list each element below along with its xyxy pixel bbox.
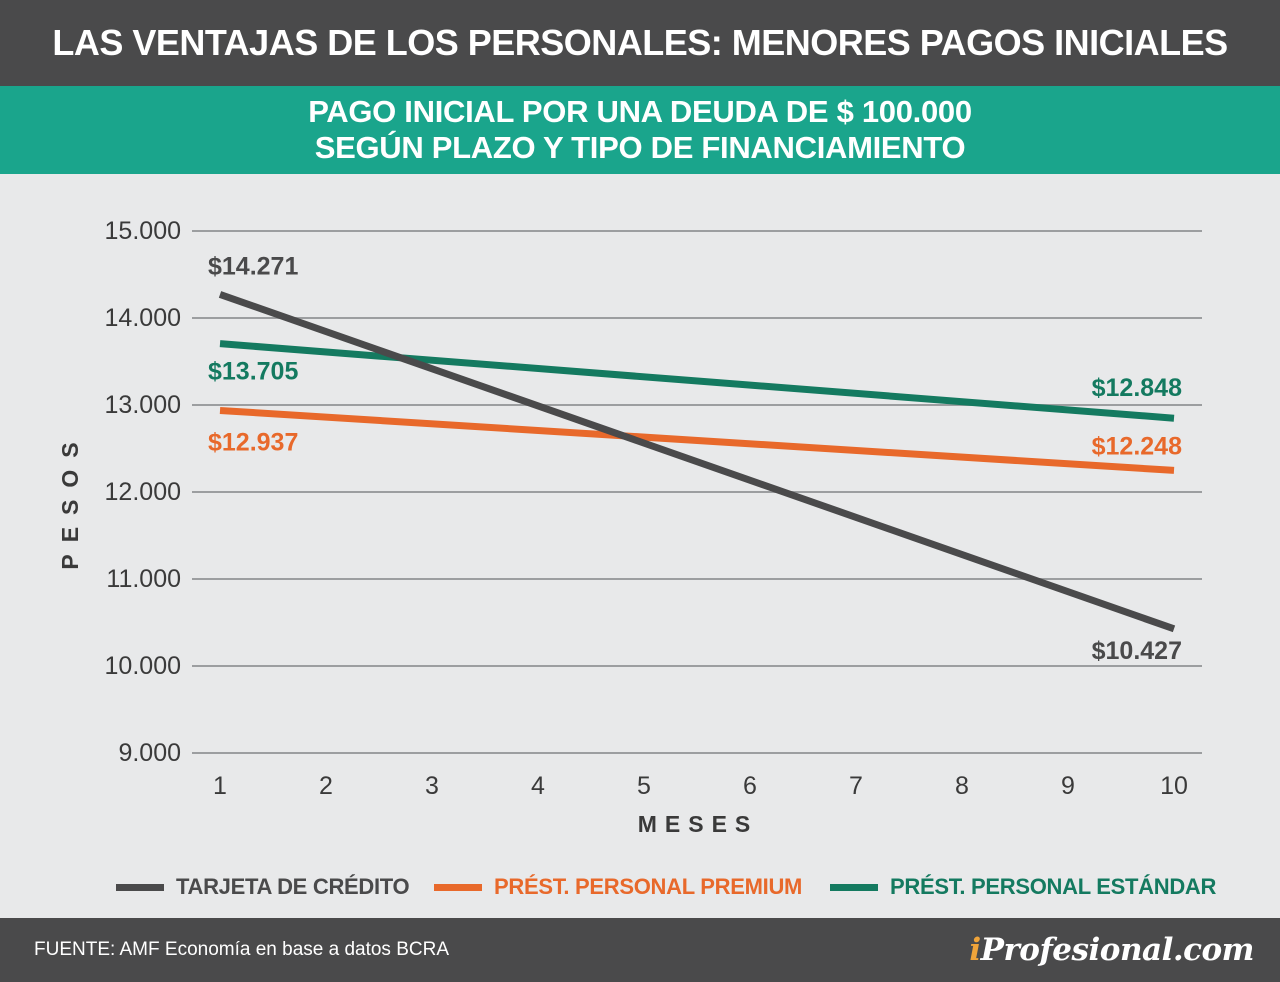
y-tick-label: 13.000 [105, 391, 181, 419]
data-label-tarjeta: $14.271 [208, 252, 298, 280]
chart-subtitle: PAGO INICIAL POR UNA DEUDA DE $ 100.000 … [0, 86, 1280, 174]
legend-swatch-estandar [830, 883, 878, 891]
x-tick-label: 8 [955, 772, 969, 800]
legend-label-premium: PRÉST. PERSONAL PREMIUM [494, 874, 803, 899]
x-tick-label: 9 [1061, 772, 1075, 800]
chart-subtitle-line2: SEGÚN PLAZO Y TIPO DE FINANCIAMIENTO [314, 130, 966, 165]
footer: FUENTE: AMF Economía en base a datos BCR… [0, 918, 1280, 982]
data-label-estandar: $13.705 [208, 358, 298, 386]
x-axis-title: MESES [638, 811, 759, 837]
line-chart: 9.000 10.000 11.000 12.000 13.000 14.000 15.00… [57, 217, 1202, 837]
legend-label-estandar: PRÉST. PERSONAL ESTÁNDAR [890, 874, 1217, 899]
x-tick-label: 1 [213, 772, 227, 800]
data-label-tarjeta: $10.427 [1092, 637, 1182, 665]
logo-text: Profesional.com [980, 932, 1255, 968]
series-line-estandar [219, 340, 1175, 422]
logo: i Profesional.com [969, 918, 1254, 982]
y-axis-title: PESOS [57, 430, 83, 569]
y-tick-label: 15.000 [105, 217, 181, 245]
legend-item-tarjeta: TARJETA DE CRÉDITO [116, 866, 410, 908]
data-label-premium: $12.248 [1092, 432, 1182, 460]
y-tick-label: 14.000 [105, 304, 181, 332]
legend-item-premium: PRÉST. PERSONAL PREMIUM [434, 866, 802, 908]
chart-title-text: LAS VENTAJAS DE LOS PERSONALES: MENORES … [52, 22, 1228, 63]
chart-legend: TARJETA DE CRÉDITO PRÉST. PERSONAL PREMI… [0, 866, 1280, 908]
source-note: FUENTE: AMF Economía en base a datos BCR… [34, 939, 450, 960]
x-tick-label: 5 [637, 772, 651, 800]
x-tick-label: 10 [1160, 772, 1188, 800]
x-tick-label: 7 [849, 772, 863, 800]
data-label-premium: $12.937 [208, 428, 298, 456]
chart-title: LAS VENTAJAS DE LOS PERSONALES: MENORES … [0, 0, 1280, 86]
legend-item-estandar: PRÉST. PERSONAL ESTÁNDAR [830, 866, 1216, 908]
logo-i: i [969, 932, 981, 968]
y-tick-label: 12.000 [105, 478, 181, 506]
data-label-estandar: $12.848 [1092, 374, 1182, 402]
series-line-premium [219, 406, 1175, 474]
chart-subtitle-line1: PAGO INICIAL POR UNA DEUDA DE $ 100.000 [308, 94, 972, 129]
legend-swatch-tarjeta [116, 883, 164, 891]
x-tick-label: 2 [319, 772, 333, 800]
x-tick-label: 4 [531, 772, 545, 800]
series-line-tarjeta [218, 291, 1176, 633]
legend-swatch-premium [434, 883, 482, 891]
legend-label-tarjeta: TARJETA DE CRÉDITO [176, 874, 410, 899]
y-tick-label: 11.000 [106, 565, 181, 593]
y-tick-label: 9.000 [118, 739, 181, 767]
y-tick-label: 10.000 [105, 652, 181, 680]
x-tick-label: 6 [743, 772, 757, 800]
x-tick-label: 3 [425, 772, 439, 800]
